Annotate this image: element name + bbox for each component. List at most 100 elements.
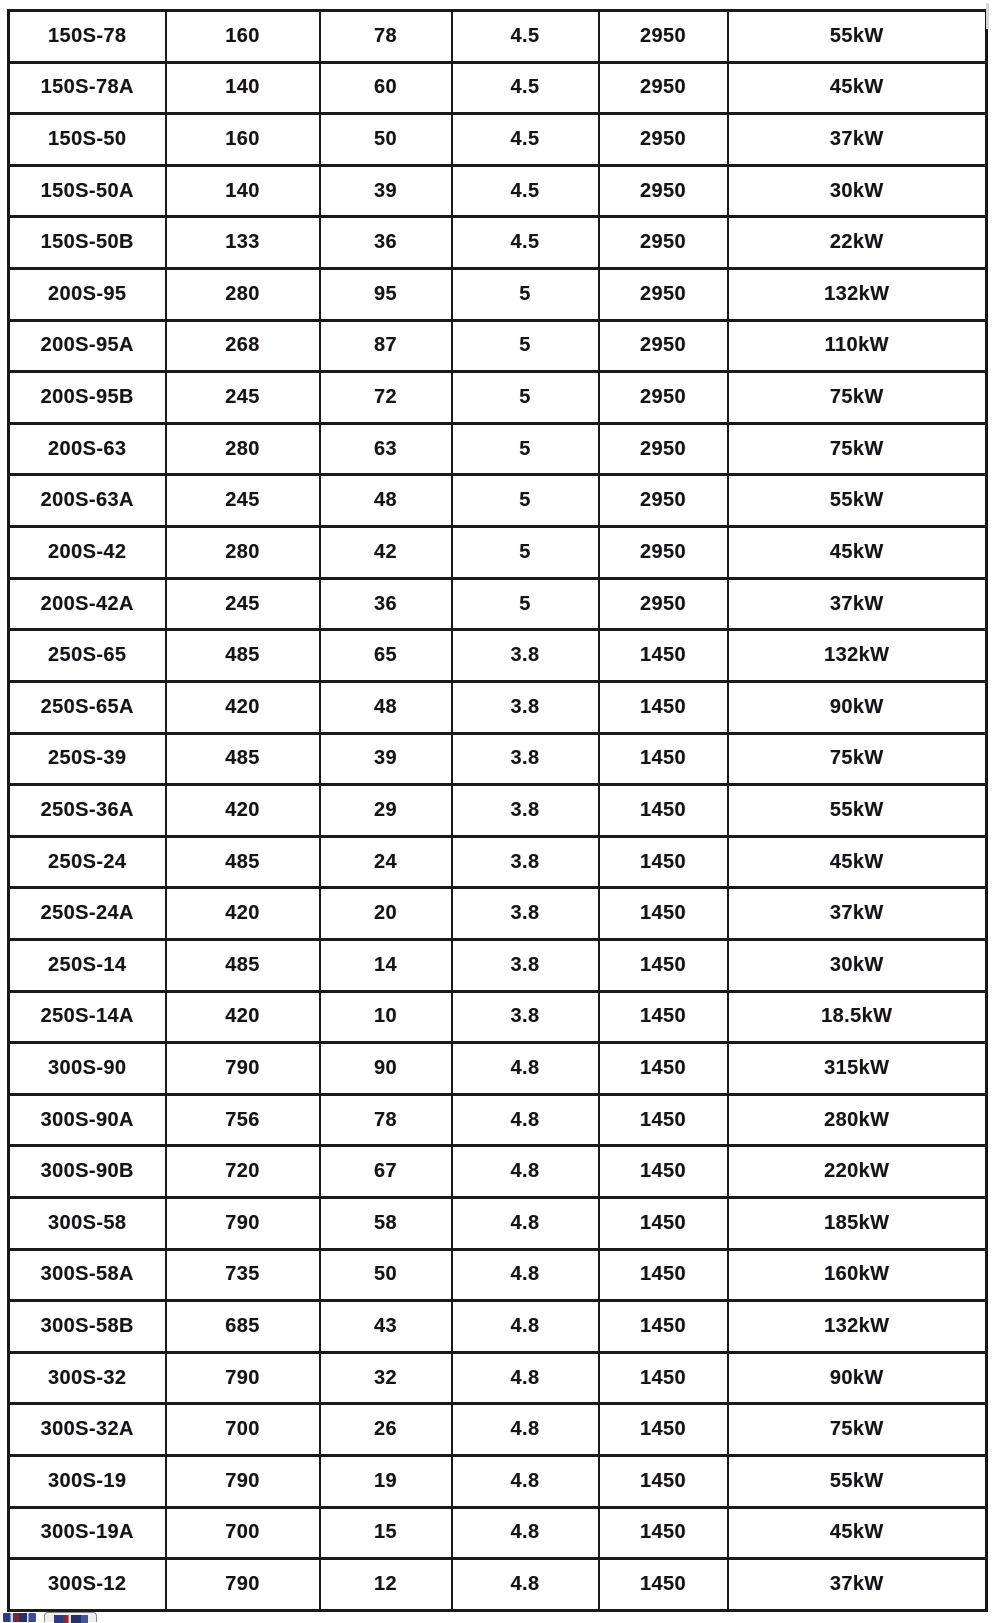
table-cell: 280 <box>164 525 321 580</box>
table-cell: 1450 <box>597 1505 729 1561</box>
table-cell: 50 <box>318 112 453 167</box>
table-cell: 1450 <box>597 1196 729 1251</box>
table-cell: 185kW <box>726 1196 988 1251</box>
table-cell: 55kW <box>726 783 988 838</box>
table-cell: 250S-36A <box>7 783 167 838</box>
table-cell: 150S-50 <box>7 112 167 167</box>
table-cell: 790 <box>164 1196 321 1251</box>
table-cell: 300S-58 <box>7 1196 167 1251</box>
table-cell: 37kW <box>726 886 988 941</box>
table-cell: 75kW <box>726 370 988 425</box>
table-cell: 1450 <box>597 679 729 735</box>
cutoff-text-fragment <box>3 1613 36 1622</box>
table-cell: 300S-90 <box>7 1041 167 1096</box>
table-cell: 2950 <box>597 525 729 580</box>
table-cell: 37kW <box>726 1557 988 1612</box>
table-cell: 110kW <box>726 318 988 374</box>
table-cell: 756 <box>164 1092 321 1148</box>
table-cell: 32 <box>318 1350 453 1406</box>
table-cell: 280 <box>164 421 321 477</box>
table-body: 150S-78 160 78 4.5 2950 55kW 150S-78A 140 60 4.5 2… <box>7 9 988 1612</box>
table-cell: 250S-24A <box>7 886 167 941</box>
table-cell: 3.8 <box>450 989 600 1045</box>
table-cell: 36 <box>318 576 453 632</box>
table-row: 150S-78A 140 60 4.5 2950 45kW <box>7 60 988 116</box>
table-cell: 250S-39 <box>7 731 167 787</box>
table-cell: 4.8 <box>450 1557 600 1612</box>
table-cell: 5 <box>450 267 600 322</box>
table-cell: 1450 <box>597 1299 729 1354</box>
table-cell: 42 <box>318 525 453 580</box>
table-cell: 55kW <box>726 9 988 64</box>
table-cell: 280kW <box>726 1092 988 1148</box>
table-cell: 5 <box>450 576 600 632</box>
table-row: 200S-42 280 42 5 2950 45kW <box>7 525 988 580</box>
table-cell: 200S-42A <box>7 576 167 632</box>
table-cell: 1450 <box>597 1041 729 1096</box>
table-cell: 78 <box>318 9 453 64</box>
table-cell: 485 <box>164 937 321 993</box>
table-cell: 300S-58B <box>7 1299 167 1354</box>
table-cell: 140 <box>164 163 321 219</box>
table-cell: 15 <box>318 1505 453 1561</box>
table-cell: 160 <box>164 9 321 64</box>
table-row: 250S-14A 420 10 3.8 1450 18.5kW <box>7 989 988 1045</box>
table-cell: 2950 <box>597 215 729 271</box>
table-cell: 75kW <box>726 731 988 787</box>
table-cell: 4.8 <box>450 1144 600 1200</box>
table-cell: 24 <box>318 834 453 890</box>
table-row: 300S-58 790 58 4.8 1450 185kW <box>7 1196 988 1251</box>
table-cell: 300S-90B <box>7 1144 167 1200</box>
table-cell: 200S-63 <box>7 421 167 477</box>
table-cell: 1450 <box>597 1092 729 1148</box>
table-cell: 4.8 <box>450 1196 600 1251</box>
table-cell: 420 <box>164 783 321 838</box>
table-cell: 4.8 <box>450 1454 600 1509</box>
table-cell: 55kW <box>726 1454 988 1509</box>
table-cell: 2950 <box>597 576 729 632</box>
table-cell: 29 <box>318 783 453 838</box>
table-cell: 4.8 <box>450 1350 600 1406</box>
table-cell: 245 <box>164 370 321 425</box>
table-cell: 72 <box>318 370 453 425</box>
table-cell: 4.8 <box>450 1402 600 1458</box>
table-row: 200S-63A 245 48 5 2950 55kW <box>7 473 988 529</box>
table-cell: 2950 <box>597 370 729 425</box>
table-cell: 4.5 <box>450 215 600 271</box>
table-cell: 1450 <box>597 1247 729 1303</box>
table-cell: 1450 <box>597 1454 729 1509</box>
table-cell: 140 <box>164 60 321 116</box>
table-cell: 132kW <box>726 267 988 322</box>
table-cell: 245 <box>164 473 321 529</box>
table-row: 200S-95B 245 72 5 2950 75kW <box>7 370 988 425</box>
table-row: 300S-90B 720 67 4.8 1450 220kW <box>7 1144 988 1200</box>
cutoff-tab-fragment <box>44 1612 97 1623</box>
table-cell: 4.5 <box>450 60 600 116</box>
table-cell: 5 <box>450 318 600 374</box>
table-row: 250S-65 485 65 3.8 1450 132kW <box>7 628 988 683</box>
table-cell: 700 <box>164 1402 321 1458</box>
table-cell: 200S-42 <box>7 525 167 580</box>
table-cell: 4.5 <box>450 9 600 64</box>
table-cell: 4.8 <box>450 1092 600 1148</box>
table-cell: 3.8 <box>450 731 600 787</box>
table-row: 250S-24 485 24 3.8 1450 45kW <box>7 834 988 890</box>
table-cell: 300S-19A <box>7 1505 167 1561</box>
table-cell: 45kW <box>726 525 988 580</box>
table-cell: 65 <box>318 628 453 683</box>
table-row: 300S-90A 756 78 4.8 1450 280kW <box>7 1092 988 1148</box>
table-cell: 19 <box>318 1454 453 1509</box>
table-cell: 720 <box>164 1144 321 1200</box>
table-cell: 200S-95B <box>7 370 167 425</box>
table-cell: 1450 <box>597 1350 729 1406</box>
table-cell: 790 <box>164 1454 321 1509</box>
table-cell: 5 <box>450 370 600 425</box>
table-cell: 132kW <box>726 1299 988 1354</box>
table-cell: 1450 <box>597 1144 729 1200</box>
table-cell: 20 <box>318 886 453 941</box>
table-cell: 2950 <box>597 318 729 374</box>
table-cell: 1450 <box>597 783 729 838</box>
table-cell: 300S-12 <box>7 1557 167 1612</box>
table-cell: 14 <box>318 937 453 993</box>
table-row: 300S-58A 735 50 4.8 1450 160kW <box>7 1247 988 1303</box>
